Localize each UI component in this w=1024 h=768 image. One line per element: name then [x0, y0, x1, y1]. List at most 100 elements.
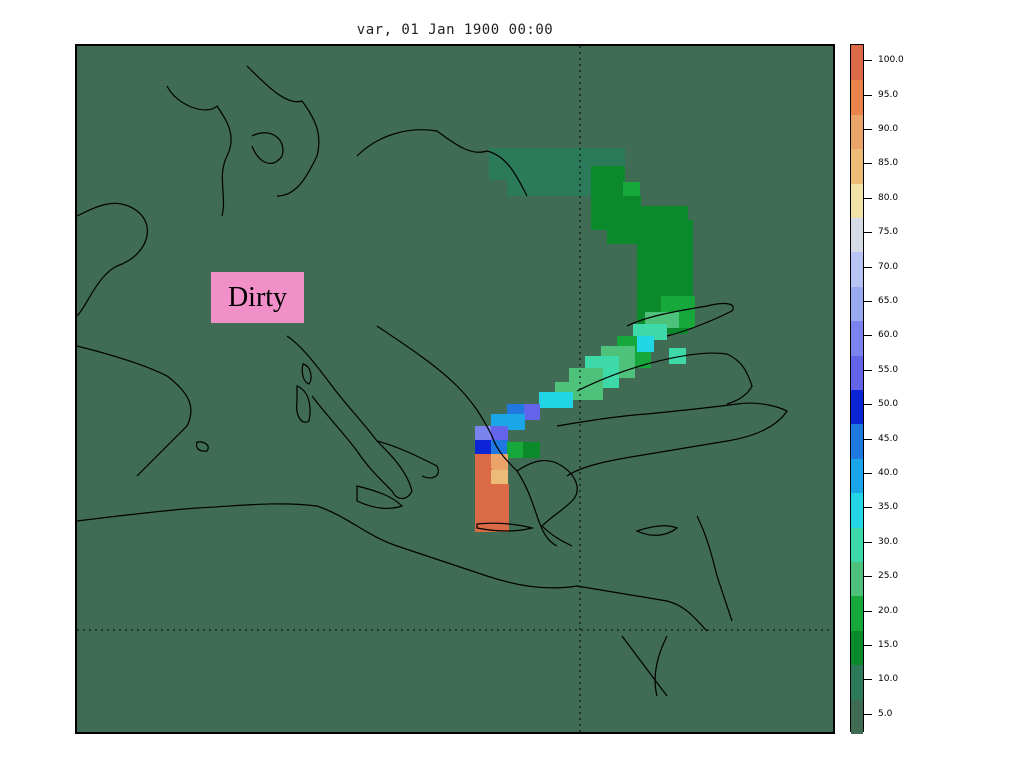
colorbar-label: 25.0 — [878, 571, 899, 582]
map-frame — [75, 44, 835, 734]
colorbar-label: 100.0 — [878, 55, 904, 66]
data-cell — [539, 392, 573, 408]
data-cell — [637, 336, 654, 352]
coast-red-sea — [621, 635, 668, 697]
colorbar-label: 85.0 — [878, 158, 899, 169]
coast-sardinia — [296, 385, 311, 423]
data-cell — [507, 442, 524, 458]
colorbar-segment — [851, 217, 863, 253]
colorbar-segment — [851, 79, 863, 115]
colorbar-label: 10.0 — [878, 674, 899, 685]
coast-scandinavia — [166, 65, 320, 217]
colorbar-tick — [864, 438, 872, 440]
colorbar-tick — [864, 232, 872, 234]
coast-sicily — [356, 485, 404, 510]
colorbar-tick — [864, 163, 872, 165]
colorbar-label: 75.0 — [878, 227, 899, 238]
data-cell — [475, 484, 509, 532]
data-cell — [523, 442, 540, 458]
colorbar-segment — [851, 389, 863, 425]
colorbar-tick — [864, 713, 872, 715]
colorbar-label: 5.0 — [878, 708, 893, 719]
colorbar-segment — [851, 595, 863, 631]
colorbar-segment — [851, 629, 863, 666]
coast-levant — [696, 515, 733, 622]
data-cell — [523, 404, 540, 420]
colorbar-label: 70.0 — [878, 261, 899, 272]
colorbar-tick — [864, 129, 872, 130]
colorbar-segment — [851, 698, 863, 734]
coastlines — [77, 65, 788, 697]
colorbar-label: 20.0 — [878, 605, 899, 616]
colorbar-tick — [864, 576, 872, 578]
colorbar-label: 50.0 — [878, 399, 899, 410]
colorbar-segment — [851, 664, 863, 700]
data-cell — [491, 454, 508, 470]
colorbar-tick — [864, 473, 872, 474]
coast-crete — [476, 522, 535, 532]
map-canvas — [77, 46, 833, 732]
colorbar-segment — [851, 561, 863, 597]
colorbar-tick — [864, 60, 872, 62]
data-cells — [475, 148, 695, 532]
colorbar-tick — [864, 679, 872, 681]
colorbar-label: 45.0 — [878, 433, 899, 444]
coast-baltic — [356, 129, 528, 197]
colorbar-segment — [851, 320, 863, 356]
colorbar-segment — [851, 251, 863, 287]
colorbar-tick — [864, 610, 872, 612]
coast-greece — [516, 459, 578, 547]
colorbar-label: 90.0 — [878, 124, 899, 134]
colorbar-segment — [851, 45, 863, 81]
colorbar-segment — [851, 492, 863, 528]
colorbar-label: 95.0 — [878, 89, 899, 100]
colorbar-tick — [864, 369, 872, 371]
colorbar-segment — [851, 457, 863, 494]
coast-turkey — [556, 402, 788, 477]
coast-denmark — [251, 132, 284, 164]
data-cell — [669, 348, 686, 364]
coast-italy — [286, 335, 413, 500]
colorbar-tick — [864, 335, 872, 337]
data-cell — [491, 470, 508, 486]
colorbar-label: 55.0 — [878, 364, 899, 375]
colorbar-label: 35.0 — [878, 502, 899, 513]
colorbar-segment — [851, 423, 863, 459]
colorbar-label: 80.0 — [878, 192, 899, 203]
coast-balkans — [376, 325, 558, 547]
coast-north-africa — [77, 503, 708, 632]
coast-corsica — [301, 363, 312, 385]
colorbar-segment — [851, 526, 863, 562]
colorbar-tick — [864, 541, 872, 543]
coast-black-sea — [576, 352, 753, 405]
colorbar-tick — [864, 404, 872, 406]
colorbar-tick — [864, 197, 872, 199]
data-cell — [491, 440, 508, 456]
coast-cyprus — [635, 525, 679, 536]
colorbar-segment — [851, 354, 863, 390]
colorbar-tick — [864, 266, 872, 268]
colorbar-label: 60.0 — [878, 330, 899, 341]
coast-europe-west — [77, 202, 192, 477]
plot-title: var, 01 Jan 1900 00:00 — [356, 22, 554, 38]
colorbar-segment — [851, 182, 863, 218]
map-background — [77, 46, 833, 732]
colorbar-tick — [864, 94, 872, 96]
data-cell — [475, 426, 492, 442]
coast-crimea — [626, 302, 734, 337]
data-cell — [623, 182, 640, 198]
data-cell — [491, 426, 508, 442]
colorbar-segment — [851, 285, 863, 322]
coast-italy-heel — [376, 440, 439, 479]
colorbar-label: 30.0 — [878, 536, 899, 547]
colorbar-segment — [851, 148, 863, 184]
colorbar-label: 15.0 — [878, 640, 899, 650]
colorbar-segment — [851, 113, 863, 150]
colorbar-tick — [864, 301, 872, 302]
colorbar-tick — [864, 507, 872, 509]
colorbar-tick — [864, 645, 872, 646]
data-cell — [475, 440, 492, 456]
coast-balearic — [195, 441, 209, 452]
colorbar-label: 40.0 — [878, 468, 899, 478]
data-cell — [475, 454, 492, 470]
